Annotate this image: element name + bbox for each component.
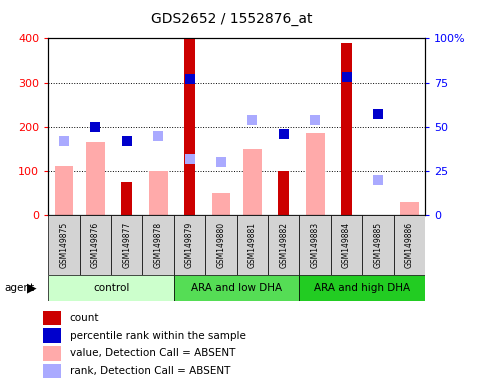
Text: count: count (70, 313, 99, 323)
Bar (331, 215, 362, 275)
Bar (43, 311, 61, 325)
Text: agent: agent (5, 283, 35, 293)
Bar (174, 275, 299, 301)
Bar (43, 346, 61, 361)
Text: GSM149879: GSM149879 (185, 222, 194, 268)
Bar (142, 215, 174, 275)
Bar (174, 215, 205, 275)
Text: GSM149883: GSM149883 (311, 222, 320, 268)
Bar (243, 149, 262, 215)
Bar (149, 171, 168, 215)
Text: GDS2652 / 1552876_at: GDS2652 / 1552876_at (151, 12, 313, 25)
Text: GSM149876: GSM149876 (91, 222, 100, 268)
Text: value, Detection Call = ABSENT: value, Detection Call = ABSENT (70, 348, 235, 358)
Text: GSM149878: GSM149878 (154, 222, 163, 268)
Bar (299, 215, 331, 275)
Text: GSM149875: GSM149875 (59, 222, 69, 268)
Text: ▶: ▶ (27, 281, 36, 295)
Bar (394, 215, 425, 275)
Text: GSM149886: GSM149886 (405, 222, 414, 268)
Bar (48, 275, 174, 301)
Bar (205, 215, 237, 275)
Bar (278, 171, 289, 215)
Bar (111, 215, 142, 275)
Bar (121, 182, 132, 215)
Bar (80, 215, 111, 275)
Text: percentile rank within the sample: percentile rank within the sample (70, 331, 246, 341)
Bar (212, 193, 230, 215)
Text: ARA and high DHA: ARA and high DHA (314, 283, 411, 293)
Bar (341, 43, 352, 215)
Text: ARA and low DHA: ARA and low DHA (191, 283, 282, 293)
Bar (43, 328, 61, 343)
Bar (362, 215, 394, 275)
Text: GSM149877: GSM149877 (122, 222, 131, 268)
Text: GSM149885: GSM149885 (373, 222, 383, 268)
Bar (43, 364, 61, 378)
Text: GSM149880: GSM149880 (216, 222, 226, 268)
Bar (86, 142, 105, 215)
Bar (400, 202, 419, 215)
Text: control: control (93, 283, 129, 293)
Text: rank, Detection Call = ABSENT: rank, Detection Call = ABSENT (70, 366, 230, 376)
Bar (306, 133, 325, 215)
Bar (55, 167, 73, 215)
Bar (184, 38, 195, 215)
Text: GSM149881: GSM149881 (248, 222, 257, 268)
Bar (48, 215, 80, 275)
Bar (237, 215, 268, 275)
Bar (268, 215, 299, 275)
Text: GSM149882: GSM149882 (279, 222, 288, 268)
Bar (299, 275, 425, 301)
Text: GSM149884: GSM149884 (342, 222, 351, 268)
